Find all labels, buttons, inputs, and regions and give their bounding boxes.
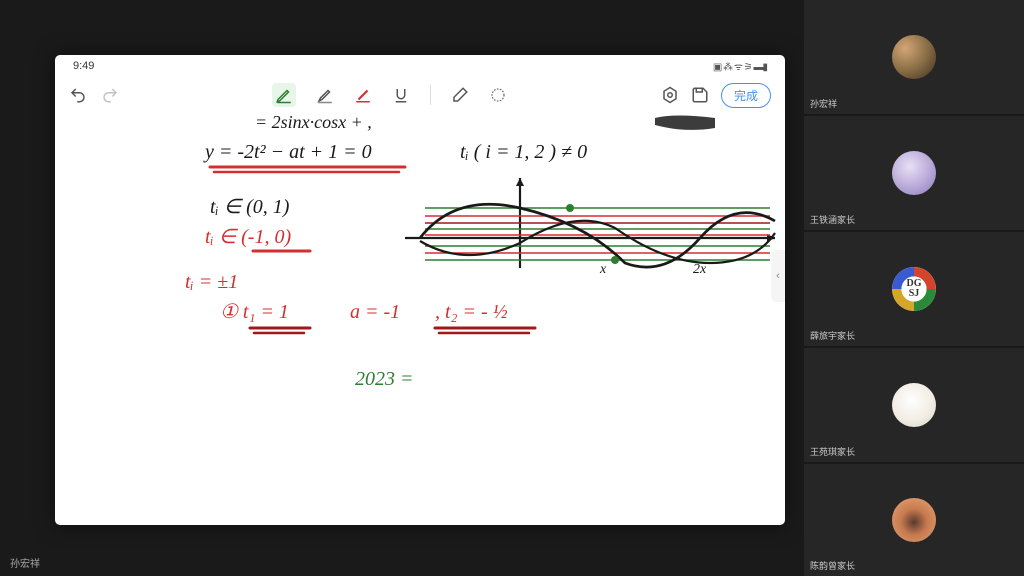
tablet-statusbar: 9:49 ▣ ⁂ ᯤ ⚞ ▬▮ <box>55 55 785 77</box>
svg-text:= 2sinx·cosx + ,: = 2sinx·cosx + , <box>255 113 372 132</box>
eraser-tool-icon[interactable] <box>451 86 469 104</box>
avatar <box>892 498 936 542</box>
participant-tile[interactable]: 王苑琪家长 <box>804 348 1024 462</box>
marker-tool-icon[interactable] <box>354 86 372 104</box>
avatar <box>892 35 936 79</box>
save-icon[interactable] <box>691 86 709 104</box>
svg-text:① t₁ = 1: ① t₁ = 1 <box>220 301 289 323</box>
main-area: 9:49 ▣ ⁂ ᯤ ⚞ ▬▮ <box>0 0 804 576</box>
collapse-handle[interactable]: ‹ <box>771 250 785 302</box>
svg-text:tᵢ ( i = 1, 2 ) ≠ 0: tᵢ ( i = 1, 2 ) ≠ 0 <box>460 141 587 163</box>
participant-tile[interactable]: 王铁涵家长 <box>804 116 1024 230</box>
participant-name: 王铁涵家长 <box>810 213 855 226</box>
participant-name: 王苑琪家长 <box>810 445 855 458</box>
svg-text:a = -1: a = -1 <box>350 301 400 323</box>
svg-text:tᵢ = ±1: tᵢ = ±1 <box>185 271 238 293</box>
settings-icon[interactable] <box>661 86 679 104</box>
whiteboard-svg: = 2sinx·cosx + , y = -2t² − at + 1 = 0 tᵢ … <box>55 113 785 525</box>
toolbar-divider <box>430 85 431 105</box>
avatar <box>892 151 936 195</box>
presenter-label: 孙宏祥 <box>10 555 40 570</box>
note-toolbar: 完成 <box>55 77 785 113</box>
shared-tablet-screen: 9:49 ▣ ⁂ ᯤ ⚞ ▬▮ <box>55 55 785 525</box>
clock: 9:49 <box>73 60 94 72</box>
participant-tile[interactable]: 陈韵曾家长 <box>804 464 1024 576</box>
lasso-tool-icon[interactable] <box>489 86 507 104</box>
participant-tile[interactable]: 薛旅宇家长 <box>804 232 1024 346</box>
avatar <box>892 267 936 311</box>
svg-text:y = -2t² − at + 1 = 0: y = -2t² − at + 1 = 0 <box>203 141 372 163</box>
whiteboard-canvas[interactable]: = 2sinx·cosx + , y = -2t² − at + 1 = 0 tᵢ … <box>55 113 785 525</box>
underline-tool-icon[interactable] <box>392 86 410 104</box>
svg-text:tᵢ ∈ (-1, 0): tᵢ ∈ (-1, 0) <box>205 226 291 248</box>
svg-text:tᵢ ∈ (0, 1): tᵢ ∈ (0, 1) <box>210 196 290 218</box>
pen-tool-icon[interactable] <box>272 83 296 107</box>
done-button[interactable]: 完成 <box>721 83 771 108</box>
status-icons: ▣ ⁂ ᯤ ⚞ ▬▮ <box>713 59 767 73</box>
participant-name: 孙宏祥 <box>810 97 837 110</box>
participant-name: 薛旅宇家长 <box>810 329 855 342</box>
svg-text:2x: 2x <box>693 262 707 277</box>
svg-text:2023 =: 2023 = <box>355 368 414 390</box>
participants-sidebar: 孙宏祥王铁涵家长薛旅宇家长王苑琪家长陈韵曾家长 <box>804 0 1024 576</box>
participant-name: 陈韵曾家长 <box>810 559 855 572</box>
svg-text:x: x <box>599 262 607 277</box>
app-root: 9:49 ▣ ⁂ ᯤ ⚞ ▬▮ <box>0 0 1024 576</box>
redo-icon[interactable] <box>101 86 119 104</box>
participant-tile[interactable]: 孙宏祥 <box>804 0 1024 114</box>
avatar <box>892 383 936 427</box>
svg-text:, t₂ = - ½: , t₂ = - ½ <box>435 301 508 323</box>
highlighter-tool-icon[interactable] <box>316 86 334 104</box>
undo-icon[interactable] <box>69 86 87 104</box>
